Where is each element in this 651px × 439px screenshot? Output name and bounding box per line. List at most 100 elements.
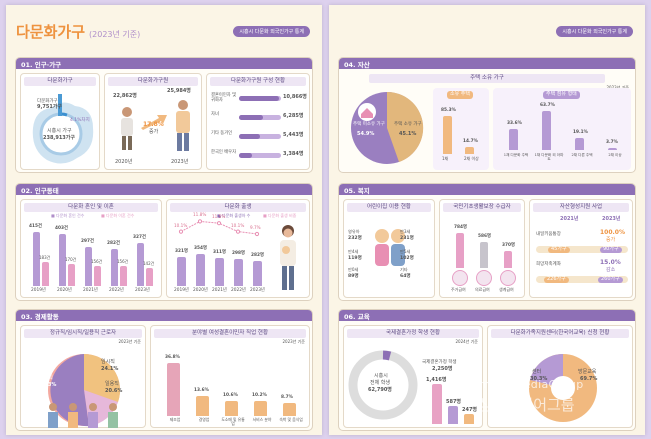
card-daycare: 어린이집 이용 현황 영유아 232명 만3세 231명 만4세 119명 만5세 102명 만… (343, 199, 435, 298)
birth-bar (253, 260, 262, 286)
section-title: 02. 인구동태 (16, 184, 312, 195)
occupation-bar (196, 396, 209, 416)
occupation-bar (167, 362, 180, 416)
legend-births: ■ 다문화 출생아 수 (217, 213, 251, 218)
share-label: 10.1% (174, 222, 188, 228)
section-population: 01. 인구·가구 다문화가구 다문화가구 9,751가구 4.1%차지 시흥시… (15, 57, 313, 173)
tenure-label: 2채 다른 주택 (571, 153, 593, 157)
divorce-bar (146, 267, 153, 286)
occupation-chart: 36.8% 제조업 13.6% 경영업 10.6% 도소매 및 유통업 10.2% 서비스 분… (151, 326, 311, 429)
tenure-label: 1채 다문화 외 아파트 (534, 153, 564, 162)
birth-label: 282명 (251, 252, 264, 258)
card-title: 다문화가구 (24, 77, 96, 86)
composition-bar-fill (239, 96, 279, 101)
card-multicultural-households: 다문화가구 다문화가구 9,751가구 4.1%차지 시흥시 가구 238,91… (20, 73, 100, 170)
occupation-bar (225, 400, 238, 416)
composition-label: 결혼이민자 및 귀화자 (211, 93, 237, 103)
card-title: 국민기초생활보장 수급자 (443, 203, 521, 212)
livelihood-bar (480, 241, 488, 268)
composition-bar (239, 153, 281, 158)
section-assets: 04. 자산 주택 소유 가구 2023년 기준 주택 미소유 가구 54.9%… (338, 57, 636, 173)
card-household-members: 다문화가구원 22,862명 25,984명 17.8% 증가 2020년 20… (104, 73, 202, 170)
composition-bar (239, 96, 281, 101)
tenure-label: 1채 다문화 주택 (503, 153, 529, 157)
livelihood-label: 생계급여 (499, 287, 514, 292)
visit-label: 방문교육 (578, 369, 597, 375)
card-students: 국제결혼가정 학생 현황 2024년 기준 시흥시 전체 학생 62,790명 … (343, 325, 483, 428)
no-home-value: 54.9% (357, 131, 375, 137)
row1-2021-value: 45가구 (548, 246, 570, 253)
year-label: 2020년 (193, 288, 208, 293)
livelihood-bar (456, 232, 464, 268)
center-label: 센터 (532, 369, 542, 375)
row2-bar (536, 276, 628, 283)
livelihood-value: 784명 (454, 224, 467, 230)
birth-bar (234, 259, 243, 286)
owned-homes-bar (465, 147, 474, 154)
year-label: 2020년 (57, 288, 72, 293)
tenure-title: 주택 점유 형태 (543, 91, 580, 99)
birth-label: 311명 (213, 250, 226, 255)
row2-change-label: 감소 (606, 267, 616, 273)
daycare-value: 231명 (400, 236, 414, 241)
legend-marriage: ■ 다문화 혼인 건수 (51, 213, 85, 218)
tenure-bar (542, 110, 551, 150)
legend-divorce: ■ 다문화 이혼 건수 (101, 213, 135, 218)
occupation-value: 13.6% (194, 388, 209, 394)
left-page: 다문화가구 (2023년 기준) 시흥시 다문화 외국인가구 통계 01. 인구·… (6, 5, 322, 435)
share-point (178, 229, 184, 234)
livelihood-label: 의료급여 (475, 287, 490, 292)
composition-label: 한국인 배우자 (211, 150, 237, 155)
divorce-bar (68, 263, 75, 286)
city-households-label: 시흥시 가구 (47, 128, 72, 134)
card-member-composition: 다문화가구원 구성 현황 결혼이민자 및 귀화자 10,866명 자녀 6,285명 기… (206, 73, 310, 170)
daycare-label: 영유아 (348, 229, 360, 234)
row1-change: 100.0% (600, 229, 625, 236)
share-label: 11.8% (193, 212, 207, 218)
marriage-label: 415건 (29, 224, 42, 230)
daycare-value: 64명 (400, 274, 411, 279)
students-donut (348, 350, 418, 420)
tenure-bar (509, 129, 518, 150)
person-2023-icon (176, 100, 190, 151)
section-education: 06. 교육 국제결혼가정 학생 현황 2024년 기준 시흥시 전체 학생 6… (338, 309, 636, 431)
elementary-bar (432, 384, 442, 424)
home-owner-label: 주택 소유 가구 (394, 122, 422, 127)
card-note: 2023년 기준 (118, 339, 142, 344)
year-label: 2021년 (212, 288, 227, 293)
row1-change-label: 증가 (606, 237, 616, 243)
daycare-value: 232명 (348, 236, 362, 241)
card-title: 국제결혼가정 학생 현황 (347, 329, 479, 338)
households-share: 4.1%차지 (70, 118, 90, 123)
employment-value-1: 55.3% (39, 382, 57, 388)
intl-students-value: 2,250명 (432, 366, 453, 372)
section-title: 01. 인구·가구 (16, 58, 312, 69)
watermark-korean: 삼화미디어그룹 (478, 396, 575, 414)
section-title: 04. 자산 (339, 58, 635, 69)
composition-bar-fill (239, 115, 264, 120)
city-households-value: 238,913가구 (43, 135, 75, 141)
members-increase-rate: 17.8% (143, 121, 164, 128)
share-point (235, 229, 241, 234)
marriage-bar (85, 247, 92, 286)
composition-bar (239, 115, 281, 120)
visit-value: 69.7% (580, 376, 598, 382)
daycare-label: 만3세 (400, 229, 411, 234)
members-increase-label: 증가 (149, 129, 159, 135)
occupation-value: 36.8% (165, 354, 180, 360)
middle-value: 587명 (446, 399, 462, 405)
birth-label: 321명 (175, 249, 188, 255)
row2-2021-value: 226가구 (544, 276, 569, 283)
card-title: 자산형성지원 사업 (533, 203, 629, 212)
owned-homes-bar (443, 115, 452, 154)
home-ownership-pie (351, 91, 424, 164)
livelihood-value: 370명 (502, 243, 515, 249)
card-title: 어린이집 이용 현황 (347, 203, 431, 212)
households-label: 다문화가구 (37, 99, 58, 104)
marriage-label: 327건 (133, 235, 146, 241)
composition-value: 5,443명 (283, 132, 304, 138)
year-label: 2022년 (109, 288, 124, 293)
section-title: 03. 경제활동 (16, 310, 312, 321)
card-title: 주택 소유 가구 (369, 74, 605, 83)
card-occupation: 분야별 여성결혼이민자 직업 현황 2023년 기준 36.8% 제조업 13.6%… (150, 325, 310, 428)
